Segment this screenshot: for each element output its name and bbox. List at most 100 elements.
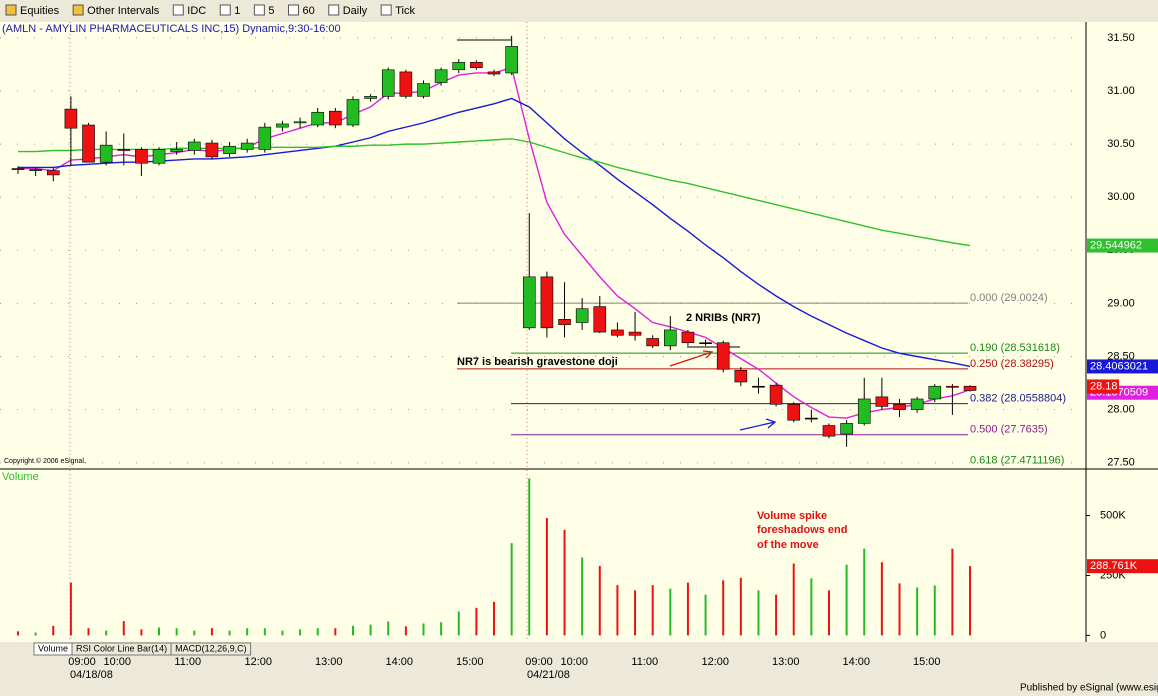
arrow — [669, 350, 714, 367]
candle-body — [487, 71, 501, 75]
fib-label: 0.190 (28.531618) — [970, 342, 1060, 354]
annotation: of the move — [757, 539, 819, 551]
volume-title: Volume — [2, 471, 39, 483]
candle-body — [522, 276, 536, 329]
toolbar-icon — [287, 4, 299, 16]
candle-body — [11, 168, 25, 170]
candle-body — [293, 121, 307, 124]
candle-body — [716, 342, 730, 370]
candle-body — [505, 46, 518, 74]
candle-body — [223, 145, 236, 154]
value-tag — [1087, 379, 1119, 394]
candle-body — [82, 124, 95, 163]
x-tick-label: 12:00 — [244, 656, 272, 668]
toolbar-icon — [5, 4, 17, 16]
candle-body — [364, 96, 377, 99]
candle-body — [329, 110, 342, 126]
y-tick-label: 31.00 — [1107, 85, 1135, 97]
tab-label[interactable]: MACD(12,26,9,C) — [175, 643, 247, 653]
y-tick-label: 30.00 — [1107, 191, 1135, 203]
value-tag — [1087, 238, 1158, 253]
x-tick-label: 10:00 — [560, 656, 588, 668]
annotation: NR7 is bearish gravestone doji — [457, 356, 618, 368]
toolbar-icon — [328, 4, 340, 16]
candle-body — [769, 384, 783, 405]
y-tick-label: 500K — [1100, 509, 1126, 521]
candle-body — [152, 149, 166, 164]
candle-body — [875, 396, 889, 407]
candle-body — [470, 62, 483, 68]
candle-body — [399, 71, 413, 97]
tab-label[interactable]: RSI Color Line Bar(14) — [76, 643, 167, 653]
y-tick-label: 28.00 — [1107, 404, 1135, 416]
candle-body — [593, 306, 607, 333]
candle-body — [346, 99, 360, 126]
candle-body — [117, 149, 131, 151]
toolbar-item: Tick — [395, 5, 415, 17]
value-tag-label: 28.18 — [1090, 380, 1118, 392]
x-tick-label: 11:00 — [631, 656, 658, 668]
y-tick-label: 31.50 — [1107, 32, 1135, 44]
tab[interactable] — [170, 642, 252, 656]
candle-body — [540, 276, 554, 329]
candle-body — [99, 144, 113, 163]
value-tag-label: 288.761K — [1090, 560, 1138, 572]
annotation: 2 NRIBs (NR7) — [686, 312, 761, 324]
fib-label: 0.382 (28.0558804) — [970, 393, 1066, 405]
y-tick-label: 30.50 — [1107, 138, 1135, 150]
candle-body — [558, 319, 571, 325]
toolbar-item: 60 — [302, 5, 314, 17]
candle-body — [240, 142, 254, 150]
toolbar-item: 5 — [268, 5, 274, 17]
toolbar-item: Daily — [343, 5, 368, 17]
fib-label: 0.000 (29.0024) — [970, 292, 1048, 304]
x-tick-label: 09:00 — [525, 656, 553, 668]
toolbar-icon — [72, 4, 84, 16]
toolbar-icon — [380, 4, 392, 16]
date-label: 04/21/08 — [527, 669, 570, 681]
y-tick-label: 27.50 — [1107, 457, 1135, 469]
candle-body — [840, 423, 853, 435]
candle-body — [205, 142, 219, 158]
annotation: foreshadows end — [757, 524, 847, 536]
price-axis — [1086, 22, 1158, 642]
candle-body — [276, 123, 289, 128]
candle-body — [857, 398, 871, 424]
candle-body — [946, 385, 959, 388]
candle-body — [752, 385, 765, 388]
candle-body — [135, 149, 148, 164]
chart-title: (AMLN - AMYLIN PHARMACEUTICALS INC,15) D… — [2, 23, 341, 35]
date-label: 04/18/08 — [70, 669, 113, 681]
candle-body — [805, 417, 818, 420]
candle-body — [893, 403, 906, 410]
candle-body — [452, 62, 466, 71]
candle-body — [381, 69, 395, 97]
y-tick-label: 28.50 — [1107, 350, 1135, 362]
value-tag — [1087, 559, 1158, 574]
candle-body — [417, 83, 430, 97]
candle-body — [681, 331, 695, 343]
candle-body — [575, 308, 589, 323]
footer: Published by eSignal (www.esignal.com) — [1020, 683, 1158, 694]
candle-body — [188, 141, 201, 151]
x-tick-label: 13:00 — [772, 656, 800, 668]
candle-body — [734, 370, 748, 383]
x-tick-label: 14:00 — [842, 656, 870, 668]
tab-label[interactable]: Volume — [38, 643, 68, 653]
candle-body — [928, 385, 942, 400]
x-tick-label: 14:00 — [385, 656, 413, 668]
x-tick-label: 12:00 — [701, 656, 729, 668]
fib-label: 0.618 (27.4711196) — [970, 455, 1064, 467]
candle-body — [963, 385, 977, 391]
x-tick-label: 13:00 — [315, 656, 343, 668]
plot-area — [0, 22, 1086, 642]
x-tick-label: 09:00 — [68, 656, 96, 668]
toolbar-item: Equities — [20, 5, 60, 17]
value-tag — [1087, 359, 1158, 374]
moving-average — [18, 97, 971, 368]
candle-body — [787, 403, 801, 421]
fib-label: 0.500 (27.7635) — [970, 424, 1048, 436]
candle-body — [699, 342, 712, 344]
candle-body — [46, 170, 60, 176]
